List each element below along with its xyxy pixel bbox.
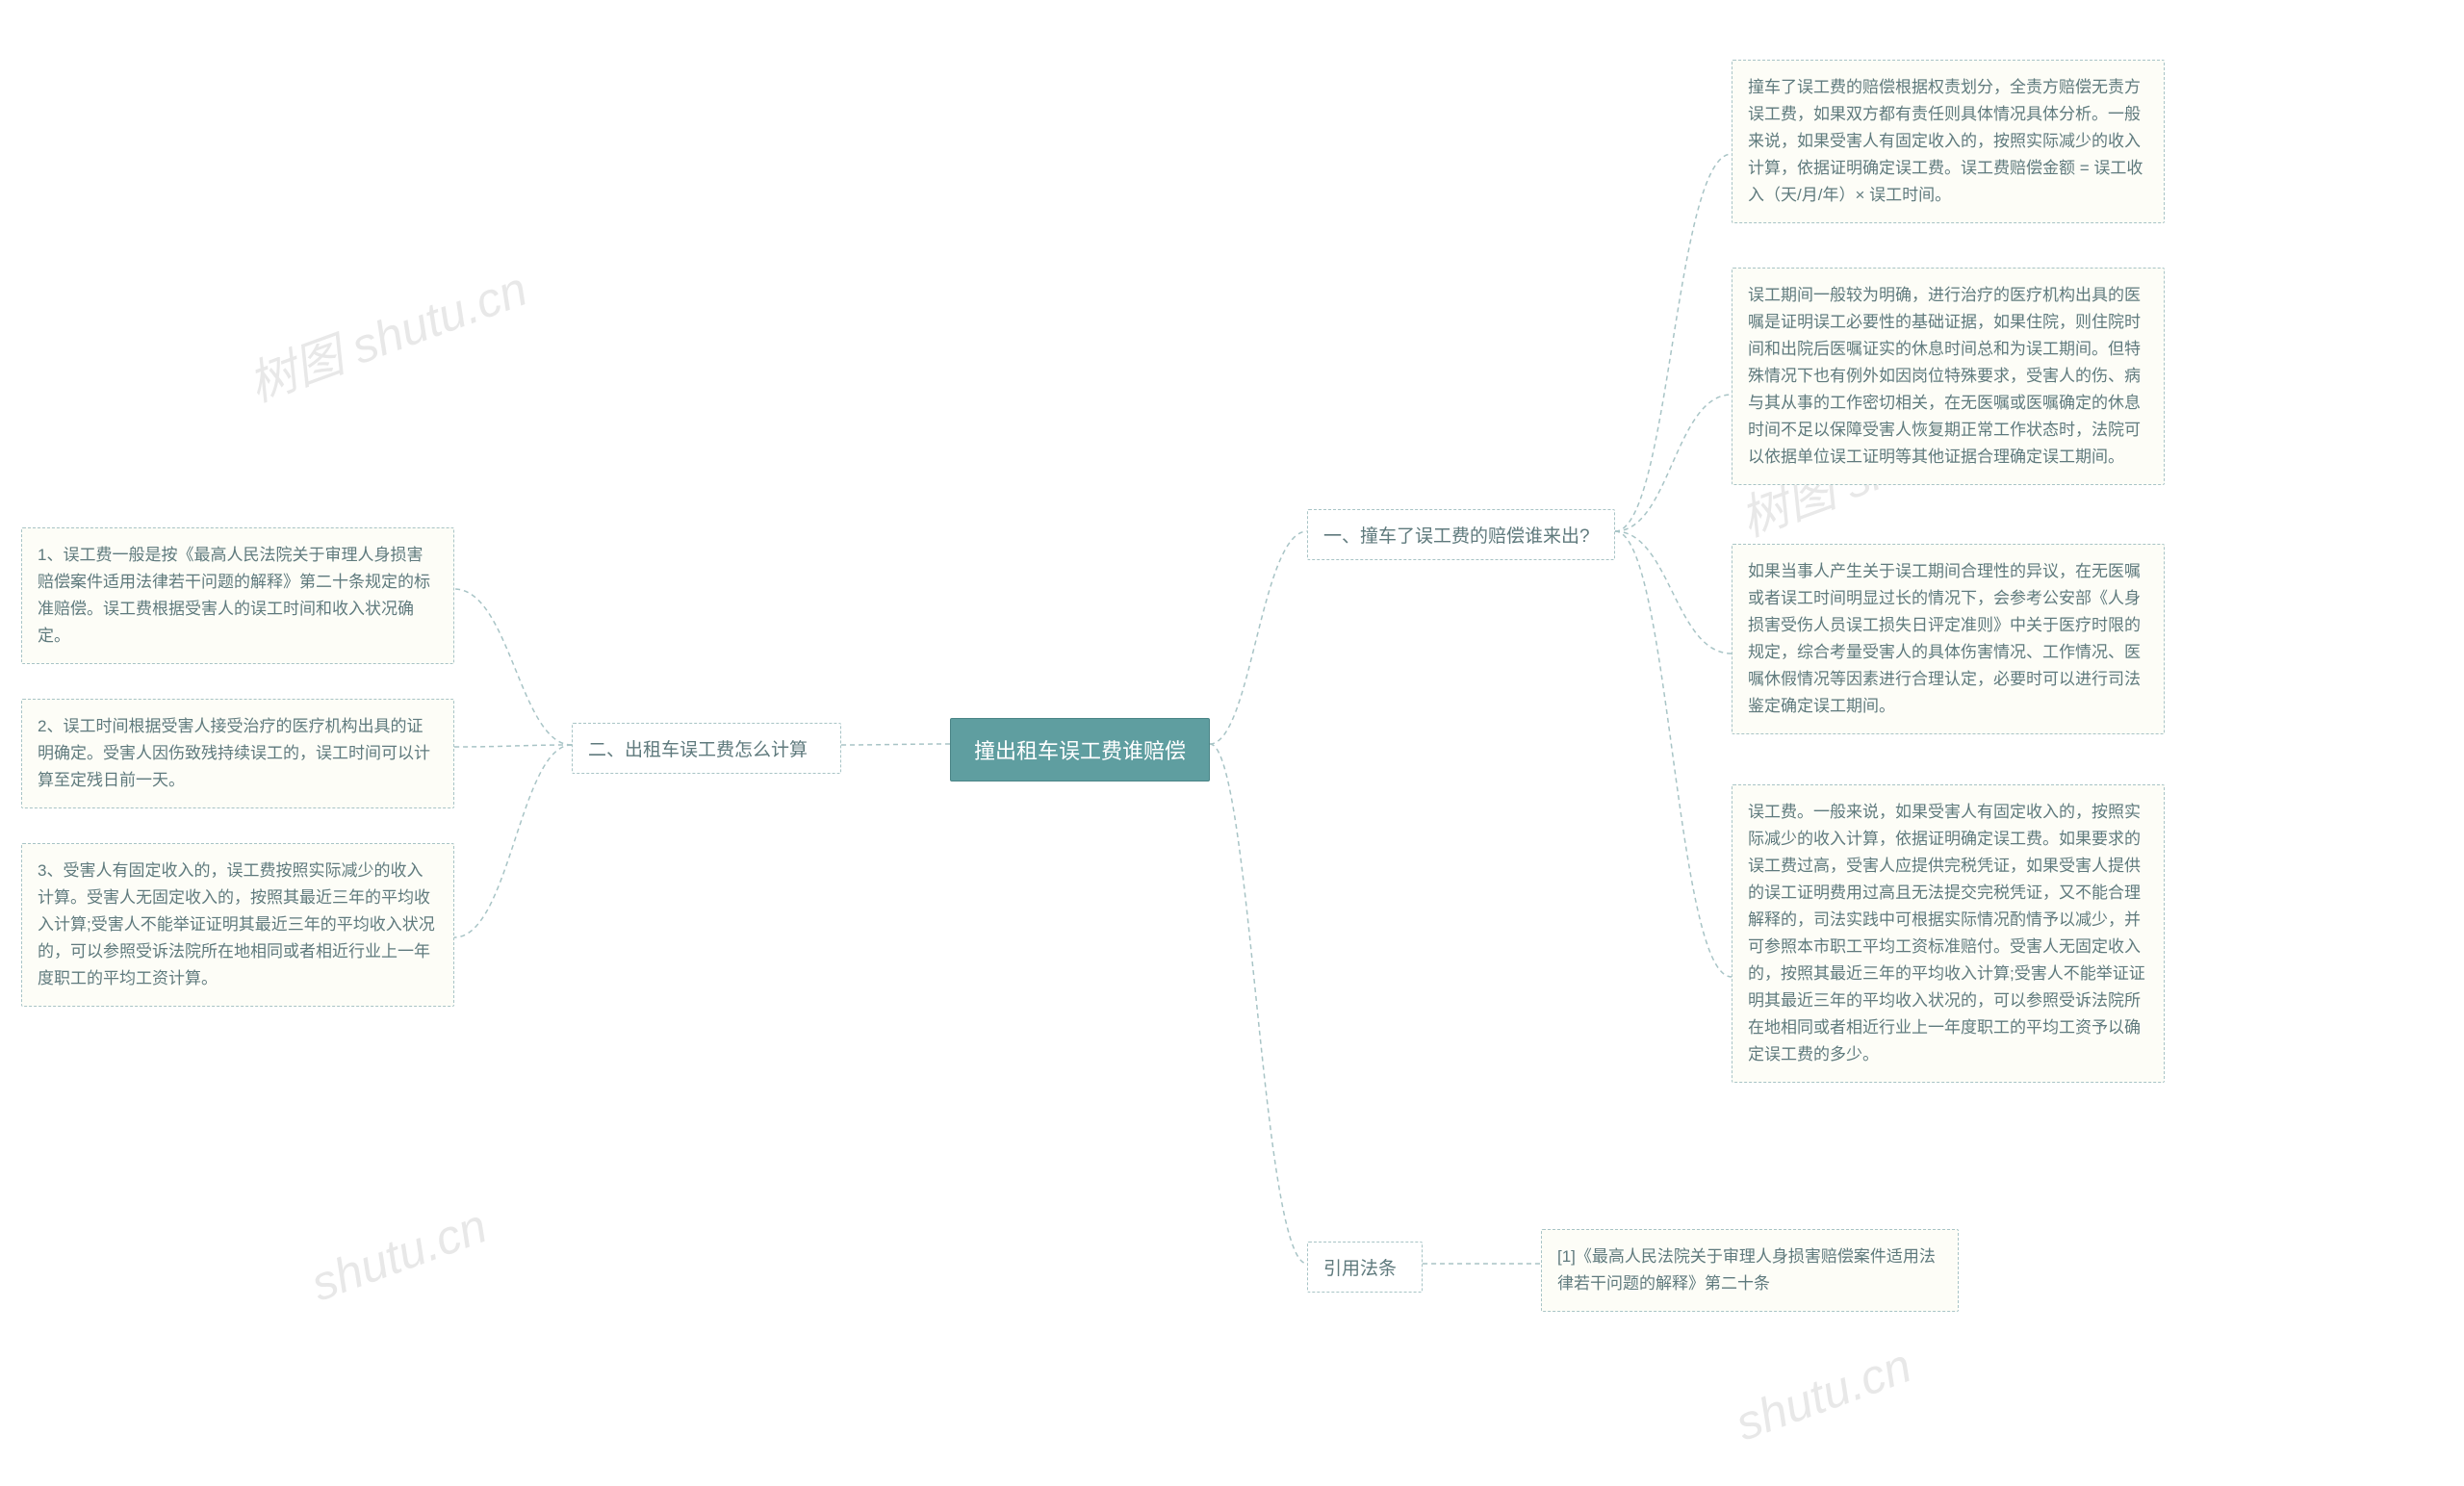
leaf-text: 误工费。一般来说，如果受害人有固定收入的，按照实际减少的收入计算，依据证明确定误… bbox=[1748, 803, 2145, 1063]
leaf-node: 误工费。一般来说，如果受害人有固定收入的，按照实际减少的收入计算，依据证明确定误… bbox=[1732, 784, 2165, 1083]
watermark: shutu.cn bbox=[304, 1197, 494, 1312]
leaf-text: [1]《最高人民法院关于审理人身损害赔偿案件适用法律若干问题的解释》第二十条 bbox=[1557, 1247, 1936, 1293]
watermark: 树图 shutu.cn bbox=[238, 250, 535, 415]
leaf-text: 撞车了误工费的赔偿根据权责划分，全责方赔偿无责方误工费，如果双方都有责任则具体情… bbox=[1748, 78, 2143, 204]
watermark-text: 树图 shutu.cn bbox=[242, 262, 534, 412]
leaf-node: 误工期间一般较为明确，进行治疗的医疗机构出具的医嘱是证明误工必要性的基础证据，如… bbox=[1732, 268, 2165, 485]
leaf-text: 2、误工时间根据受害人接受治疗的医疗机构出具的证明确定。受害人因伤致残持续误工的… bbox=[38, 717, 430, 789]
branch-node-2: 二、出租车误工费怎么计算 bbox=[572, 723, 841, 774]
leaf-node: [1]《最高人民法院关于审理人身损害赔偿案件适用法律若干问题的解释》第二十条 bbox=[1541, 1229, 1959, 1312]
center-node: 撞出租车误工费谁赔偿 bbox=[950, 718, 1210, 781]
branch-label: 引用法条 bbox=[1323, 1259, 1397, 1279]
watermark-text: shutu.cn bbox=[1729, 1338, 1918, 1450]
center-label: 撞出租车误工费谁赔偿 bbox=[974, 739, 1186, 763]
leaf-node: 3、受害人有固定收入的，误工费按照实际减少的收入计算。受害人无固定收入的，按照其… bbox=[21, 843, 454, 1007]
leaf-node: 1、误工费一般是按《最高人民法院关于审理人身损害赔偿案件适用法律若干问题的解释》… bbox=[21, 527, 454, 664]
leaf-text: 1、误工费一般是按《最高人民法院关于审理人身损害赔偿案件适用法律若干问题的解释》… bbox=[38, 546, 430, 645]
leaf-node: 2、误工时间根据受害人接受治疗的医疗机构出具的证明确定。受害人因伤致残持续误工的… bbox=[21, 699, 454, 808]
leaf-text: 如果当事人产生关于误工期间合理性的异议，在无医嘱或者误工时间明显过长的情况下，会… bbox=[1748, 562, 2141, 715]
leaf-text: 误工期间一般较为明确，进行治疗的医疗机构出具的医嘱是证明误工必要性的基础证据，如… bbox=[1748, 286, 2141, 466]
branch-label: 二、出租车误工费怎么计算 bbox=[588, 740, 808, 760]
watermark: shutu.cn bbox=[1729, 1337, 1918, 1451]
branch-node-1: 一、撞车了误工费的赔偿谁来出? bbox=[1307, 509, 1615, 560]
leaf-text: 3、受害人有固定收入的，误工费按照实际减少的收入计算。受害人无固定收入的，按照其… bbox=[38, 861, 435, 987]
branch-label: 一、撞车了误工费的赔偿谁来出? bbox=[1323, 526, 1590, 547]
leaf-node: 如果当事人产生关于误工期间合理性的异议，在无医嘱或者误工时间明显过长的情况下，会… bbox=[1732, 544, 2165, 734]
leaf-node: 撞车了误工费的赔偿根据权责划分，全责方赔偿无责方误工费，如果双方都有责任则具体情… bbox=[1732, 60, 2165, 223]
watermark-text: shutu.cn bbox=[304, 1198, 494, 1311]
branch-node-3: 引用法条 bbox=[1307, 1242, 1423, 1293]
